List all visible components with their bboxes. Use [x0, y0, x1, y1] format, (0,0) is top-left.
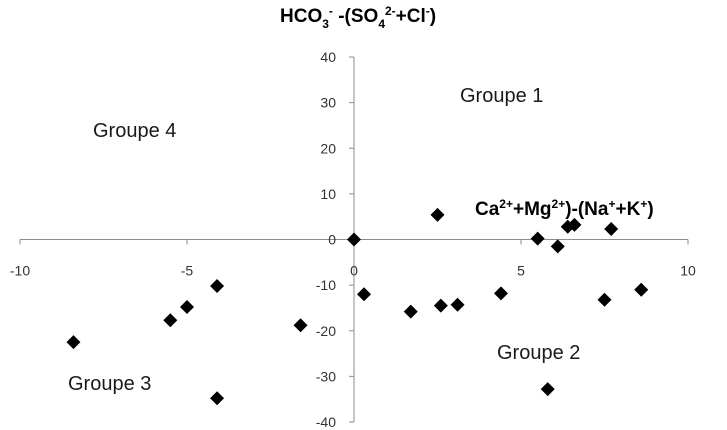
- data-point: [357, 287, 372, 302]
- quadrant-label-lower-left: Groupe 3: [68, 373, 151, 395]
- y-tick-label: -40: [316, 414, 336, 430]
- x-axis-title: Ca2++Mg2+)-(Na++K+): [475, 197, 654, 220]
- data-point: [430, 207, 445, 222]
- y-tick-label: 20: [320, 140, 336, 156]
- y-tick-label: -10: [316, 277, 336, 293]
- data-point: [180, 300, 194, 315]
- data-point: [163, 313, 178, 328]
- data-point: [604, 222, 619, 237]
- quadrant-label-upper-left: Groupe 4: [93, 120, 176, 142]
- y-tick-label: -20: [316, 323, 336, 339]
- data-point: [210, 279, 225, 294]
- data-point: [433, 298, 448, 313]
- y-tick-label: -30: [316, 368, 336, 384]
- data-point: [347, 232, 361, 247]
- y-tick-label: 40: [320, 49, 336, 65]
- data-point: [550, 239, 565, 254]
- data-point: [450, 297, 465, 312]
- x-tick-label: 0: [350, 263, 358, 279]
- data-point: [493, 286, 508, 301]
- data-point: [293, 318, 308, 333]
- data-point: [403, 304, 418, 319]
- data-point: [567, 217, 582, 232]
- y-tick-label: 10: [320, 186, 336, 202]
- y-tick-label: 0: [328, 232, 336, 248]
- data-point: [210, 391, 225, 406]
- quadrant-labels: Groupe 1 Groupe 2 Groupe 3 Groupe 4: [68, 85, 580, 395]
- y-axis-title: HCO3- -(SO42-+Cl-): [280, 4, 436, 31]
- data-points: [66, 207, 649, 406]
- x-tick-label: -10: [10, 263, 30, 279]
- y-ticks: 40 30 20 10 0 -10 -20 -30 -40: [316, 49, 354, 430]
- x-tick-label: 5: [517, 263, 525, 279]
- data-point: [540, 382, 555, 397]
- data-point: [597, 292, 612, 307]
- quadrant-label-upper-right: Groupe 1: [460, 85, 543, 107]
- quadrant-label-lower-right: Groupe 2: [497, 342, 580, 364]
- x-tick-label: 10: [680, 263, 696, 279]
- y-tick-label: 30: [320, 95, 336, 111]
- data-point: [634, 282, 649, 297]
- data-point: [66, 335, 81, 350]
- x-tick-label: -5: [181, 263, 194, 279]
- data-point: [530, 231, 545, 246]
